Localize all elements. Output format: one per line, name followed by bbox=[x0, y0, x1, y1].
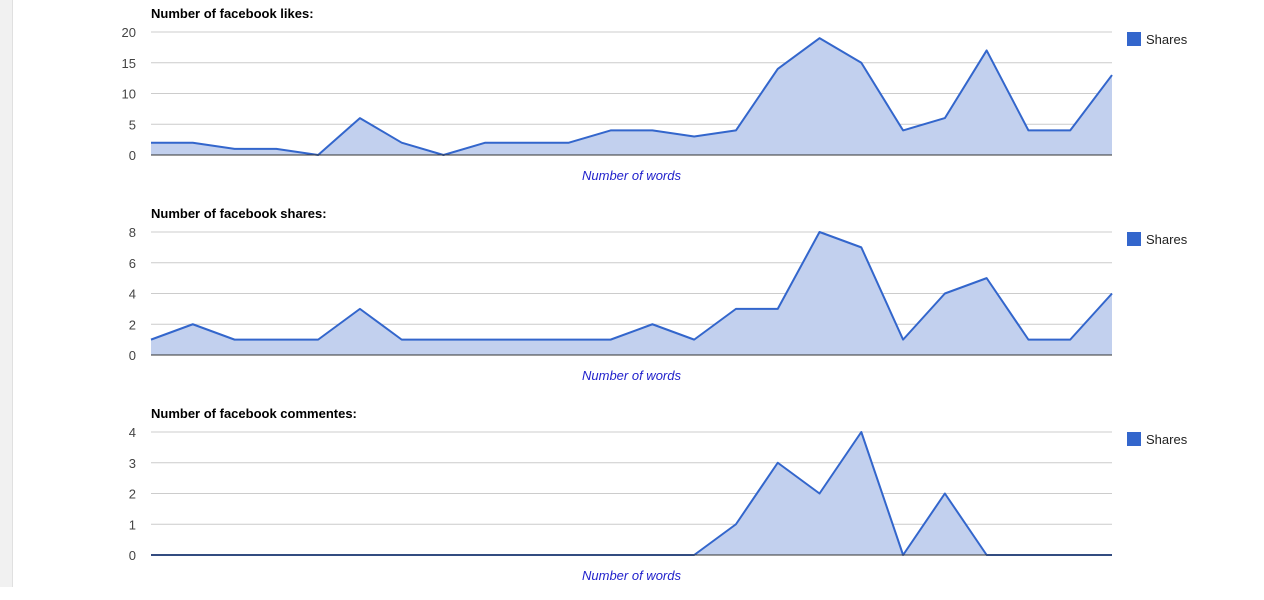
likes-chart: Number of facebook likes: 0 5 10 15 20 Number … bbox=[12, 0, 1264, 200]
y-tick-label: 0 bbox=[129, 148, 136, 163]
y-tick-label: 4 bbox=[129, 425, 136, 440]
comments-chart: Number of facebook commentes: 0 1 2 3 4 Number… bbox=[12, 400, 1264, 600]
legend-swatch bbox=[1127, 32, 1141, 46]
comments-chart-svg: Number of facebook commentes: 0 1 2 3 4 Number… bbox=[129, 406, 1188, 583]
y-tick-label: 1 bbox=[129, 517, 136, 532]
y-tick-label: 0 bbox=[129, 348, 136, 363]
y-tick-label: 20 bbox=[122, 25, 136, 40]
series-line bbox=[150, 231, 1113, 341]
y-tick-label: 5 bbox=[129, 117, 136, 132]
left-gutter bbox=[0, 0, 13, 587]
legend-label: Shares bbox=[1146, 232, 1188, 247]
y-tick-label: 4 bbox=[129, 287, 136, 302]
shares-chart-svg: Number of facebook shares: 0 2 4 6 8 Number of… bbox=[129, 206, 1188, 383]
area-fill bbox=[151, 232, 1112, 355]
chart-title: Number of facebook shares: bbox=[151, 206, 327, 221]
area-fill bbox=[151, 432, 1112, 555]
y-tick-label: 8 bbox=[129, 225, 136, 240]
legend-label: Shares bbox=[1146, 432, 1188, 447]
x-axis-label: Number of words bbox=[582, 568, 681, 583]
chart-title: Number of facebook likes: bbox=[151, 6, 314, 21]
shares-chart: Number of facebook shares: 0 2 4 6 8 Number of… bbox=[12, 200, 1264, 400]
chart-title: Number of facebook commentes: bbox=[151, 406, 357, 421]
legend-label: Shares bbox=[1146, 32, 1188, 47]
y-tick-label: 0 bbox=[129, 548, 136, 563]
y-tick-label: 2 bbox=[129, 487, 136, 502]
y-tick-label: 15 bbox=[122, 56, 136, 71]
y-tick-label: 6 bbox=[129, 256, 136, 271]
legend-swatch bbox=[1127, 232, 1141, 246]
legend-swatch bbox=[1127, 432, 1141, 446]
area-fill bbox=[151, 38, 1112, 155]
y-tick-label: 10 bbox=[122, 87, 136, 102]
x-axis-label: Number of words bbox=[582, 168, 681, 183]
likes-chart-svg: Number of facebook likes: 0 5 10 15 20 Number … bbox=[122, 6, 1188, 183]
y-tick-label: 2 bbox=[129, 317, 136, 332]
y-tick-label: 3 bbox=[129, 456, 136, 471]
series-line bbox=[151, 37, 1113, 156]
x-axis-label: Number of words bbox=[582, 368, 681, 383]
